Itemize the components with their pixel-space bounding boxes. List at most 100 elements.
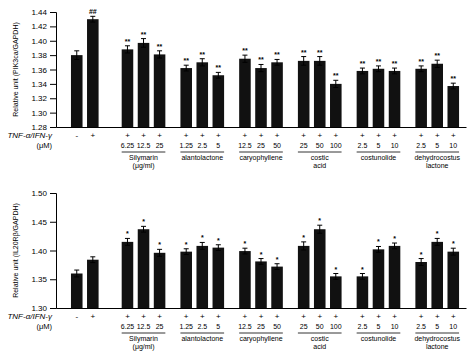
group-line bbox=[415, 152, 459, 153]
group-label-line: acid bbox=[313, 162, 326, 169]
annotation: * bbox=[244, 240, 247, 247]
dose-label: 10 bbox=[391, 323, 399, 330]
panel: 1.301.351.401.451.50Relative unit (IL20R… bbox=[7, 189, 466, 351]
annotation: ** bbox=[141, 31, 147, 38]
y-tick-label: 1.38 bbox=[31, 51, 47, 60]
bar bbox=[213, 248, 225, 308]
treatment-sign: + bbox=[216, 312, 221, 321]
dose-label: 100 bbox=[330, 323, 342, 330]
annotation: ** bbox=[258, 56, 264, 63]
dose-label: 25 bbox=[156, 323, 164, 330]
bar bbox=[138, 229, 150, 308]
error-bar bbox=[319, 225, 320, 233]
error-cap bbox=[376, 65, 381, 66]
dose-label: 12.5 bbox=[238, 142, 252, 149]
treatment-sign: + bbox=[435, 312, 440, 321]
dose-label: 5 bbox=[216, 142, 220, 149]
annotation: * bbox=[436, 230, 439, 237]
annotation: * bbox=[318, 217, 321, 224]
error-bar bbox=[421, 66, 422, 72]
treatment-sign: + bbox=[301, 312, 306, 321]
treatment-sign: + bbox=[317, 312, 322, 321]
y-axis-line bbox=[50, 13, 57, 128]
bar bbox=[255, 68, 267, 127]
error-cap bbox=[392, 73, 397, 74]
error-bar bbox=[319, 57, 320, 66]
dose-label: 10 bbox=[391, 142, 399, 149]
y-tick-label: 1.40 bbox=[31, 37, 47, 46]
error-cap bbox=[200, 65, 205, 66]
treatment-sign: + bbox=[90, 312, 95, 321]
treatment-sign: + bbox=[360, 312, 365, 321]
group-line bbox=[180, 333, 224, 334]
error-cap bbox=[125, 45, 130, 46]
group-line bbox=[298, 333, 342, 334]
treatment-sign: + bbox=[157, 131, 162, 140]
dose-label: 10 bbox=[449, 142, 457, 149]
y-tick-label: 1.30 bbox=[31, 109, 47, 118]
error-cap bbox=[216, 78, 221, 79]
group-label: alantolactone bbox=[181, 335, 223, 342]
dose-label: 12.5 bbox=[238, 323, 252, 330]
error-bar bbox=[362, 274, 363, 280]
y-tick-label: 1.32 bbox=[31, 94, 47, 103]
annotation: * bbox=[452, 240, 455, 247]
error-cap bbox=[74, 59, 79, 60]
bars bbox=[71, 225, 459, 308]
y-axis-line bbox=[50, 194, 57, 309]
dose-label: 2.5 bbox=[358, 323, 368, 330]
bar bbox=[180, 68, 192, 127]
error-cap bbox=[242, 248, 247, 249]
row-label: TNF-α/IFN-γ bbox=[7, 312, 53, 321]
dose-label: 50 bbox=[273, 323, 281, 330]
y-tick: 1.42 bbox=[31, 22, 56, 31]
chart-container: 1.281.301.321.341.361.381.401.421.44Rela… bbox=[0, 0, 474, 358]
error-cap bbox=[216, 250, 221, 251]
error-bar bbox=[335, 274, 336, 280]
dose-label: 50 bbox=[316, 142, 324, 149]
error-bar bbox=[378, 246, 379, 252]
treatment-sign: + bbox=[200, 312, 205, 321]
error-cap bbox=[259, 64, 264, 65]
annotation: ** bbox=[200, 51, 206, 58]
error-cap bbox=[184, 65, 189, 66]
panel: 1.281.301.321.341.361.381.401.421.44Rela… bbox=[7, 8, 466, 170]
x-axis-line bbox=[57, 308, 467, 309]
dose-label: 5 bbox=[435, 142, 439, 149]
error-cap bbox=[275, 65, 280, 66]
treatment-rows: TNF-α/IFN-γ(μM)-++++6.2512.525Silymarin(… bbox=[7, 312, 460, 351]
error-bar bbox=[218, 72, 219, 78]
y-axis: 1.301.351.401.451.50 bbox=[31, 189, 56, 313]
treatment-sign: + bbox=[275, 312, 280, 321]
bar bbox=[447, 86, 459, 127]
dose-label: 100 bbox=[330, 142, 342, 149]
dose-label: 50 bbox=[316, 323, 324, 330]
error-cap bbox=[333, 273, 338, 274]
annotation: ** bbox=[360, 60, 366, 67]
error-bar bbox=[159, 51, 160, 58]
group-label: costunolide bbox=[361, 335, 397, 342]
annotation: * bbox=[302, 234, 305, 241]
error-cap bbox=[392, 68, 397, 69]
error-bar bbox=[303, 242, 304, 250]
annotation: ** bbox=[392, 60, 398, 67]
error-bar bbox=[186, 65, 187, 71]
bar bbox=[330, 84, 342, 127]
treatment-sign: + bbox=[243, 312, 248, 321]
bar bbox=[271, 267, 283, 308]
y-tick: 1.36 bbox=[31, 66, 56, 75]
annotation: ** bbox=[157, 43, 163, 50]
error-cap bbox=[74, 50, 79, 51]
y-tick: 1.44 bbox=[31, 8, 56, 17]
treatment-sign: + bbox=[419, 131, 424, 140]
bar bbox=[330, 276, 342, 308]
treatment-sign: + bbox=[141, 131, 146, 140]
error-cap bbox=[200, 242, 205, 243]
treatment-sign: + bbox=[275, 131, 280, 140]
error-cap bbox=[141, 47, 146, 48]
error-bar bbox=[127, 46, 128, 53]
error-bar bbox=[277, 264, 278, 270]
dose-label: 25 bbox=[300, 142, 308, 149]
treatment-sign: + bbox=[200, 131, 205, 140]
annotation: * bbox=[126, 230, 129, 237]
